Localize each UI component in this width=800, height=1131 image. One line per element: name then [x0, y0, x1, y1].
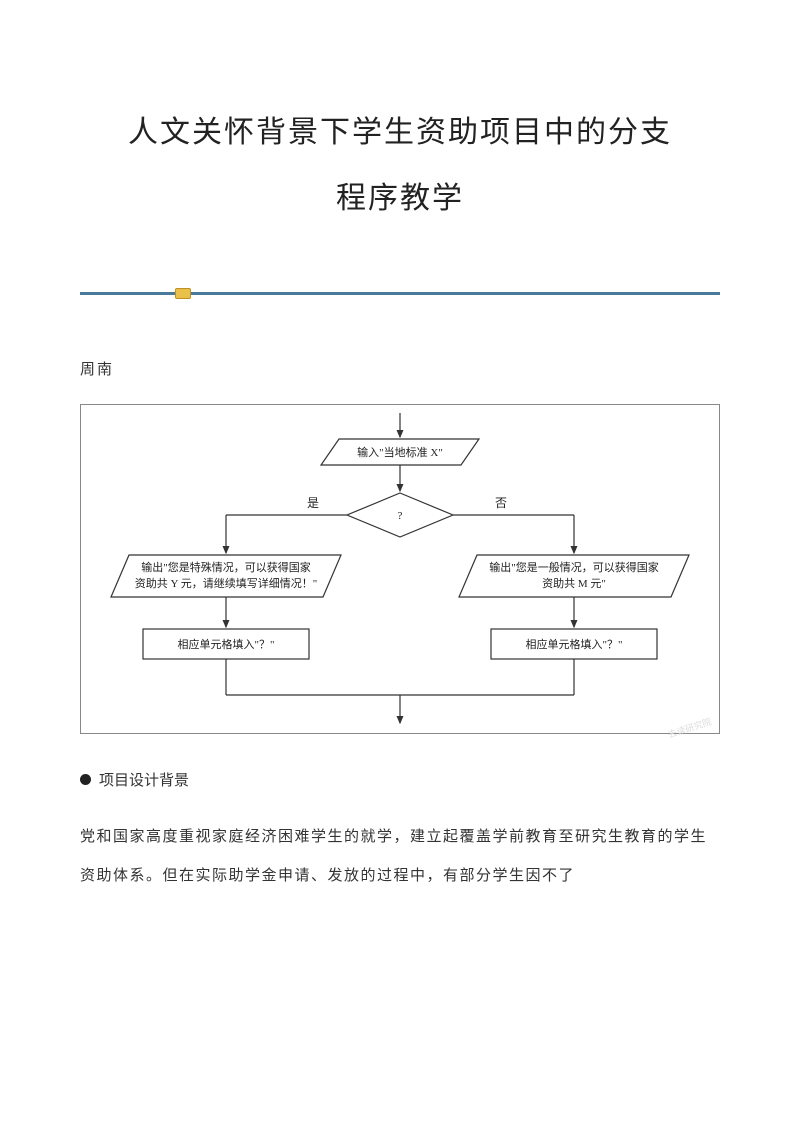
yes-label: 是 — [307, 496, 319, 510]
flowchart-svg: 输入"当地标准 X" ? 是 否 输出"您是特殊情况，可以获得国家 资助共 Y … — [81, 405, 719, 733]
right-output-l2: 资助共 M 元" — [542, 576, 606, 590]
bullet-icon — [80, 774, 91, 785]
right-output-l1: 输出"您是一般情况，可以获得国家 — [489, 560, 659, 574]
section-body: 党和国家高度重视家庭经济困难学生的就学，建立起覆盖学前教育至研究生教育的学生资助… — [80, 818, 720, 896]
no-label: 否 — [495, 496, 507, 510]
decision-text: ? — [398, 510, 403, 522]
left-process-text: 相应单元格填入"？" — [178, 637, 275, 651]
divider — [80, 292, 720, 298]
flowchart-container: 输入"当地标准 X" ? 是 否 输出"您是特殊情况，可以获得国家 资助共 Y … — [80, 404, 720, 734]
left-output-l2: 资助共 Y 元，请继续填写详细情况！" — [135, 576, 318, 590]
divider-knob — [175, 288, 191, 299]
section-heading-text: 项目设计背景 — [99, 769, 189, 790]
section-heading: 项目设计背景 — [80, 769, 720, 790]
input-node-text: 输入"当地标准 X" — [357, 445, 443, 459]
title-block: 人文关怀背景下学生资助项目中的分支 程序教学 — [80, 100, 720, 232]
right-process-text: 相应单元格填入"？" — [526, 637, 623, 651]
author-name: 周南 — [80, 358, 720, 379]
title-line-2: 程序教学 — [80, 166, 720, 232]
title-line-1: 人文关怀背景下学生资助项目中的分支 — [80, 100, 720, 166]
left-output-l1: 输出"您是特殊情况，可以获得国家 — [141, 560, 311, 574]
